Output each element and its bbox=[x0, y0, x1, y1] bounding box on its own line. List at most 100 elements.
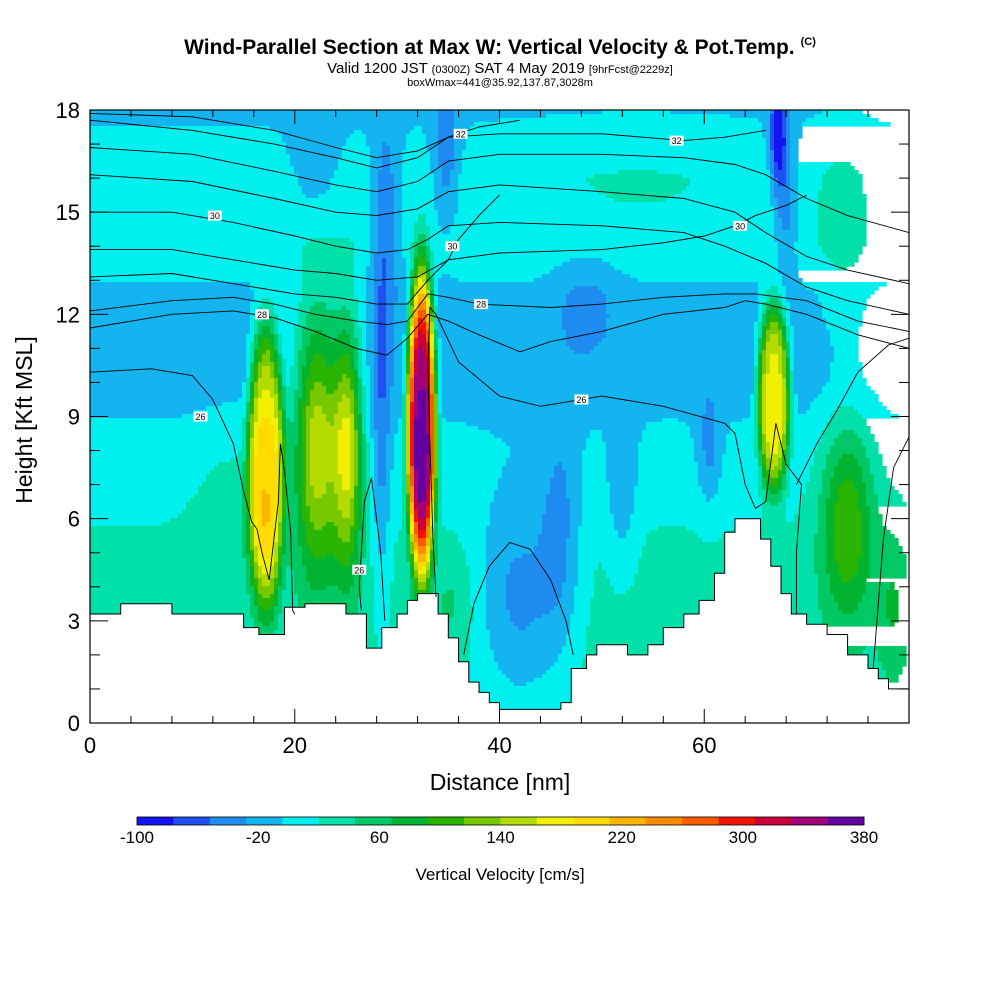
field-cell bbox=[358, 478, 363, 483]
field-cell bbox=[358, 378, 363, 383]
field-cell bbox=[830, 586, 867, 591]
field-cell bbox=[354, 266, 367, 271]
field-cell bbox=[782, 330, 787, 335]
field-cell bbox=[602, 338, 755, 343]
field-cell bbox=[818, 498, 827, 503]
field-cell bbox=[602, 430, 643, 435]
field-cell bbox=[826, 322, 863, 327]
field-cell bbox=[406, 282, 411, 287]
field-cell bbox=[306, 498, 339, 503]
field-cell bbox=[498, 662, 555, 667]
field-cell bbox=[298, 306, 311, 311]
field-cell bbox=[798, 398, 815, 403]
field-cell bbox=[286, 482, 295, 487]
field-cell bbox=[402, 390, 407, 395]
field-cell bbox=[90, 370, 247, 375]
field-cell bbox=[282, 442, 287, 447]
field-cell bbox=[282, 370, 287, 375]
field-cell bbox=[706, 454, 715, 459]
field-cell bbox=[254, 438, 259, 443]
field-cell bbox=[702, 442, 715, 447]
field-cell bbox=[610, 490, 635, 495]
field-cell bbox=[438, 338, 443, 343]
field-cell bbox=[426, 306, 431, 311]
field-cell bbox=[862, 542, 871, 547]
field-cell bbox=[842, 578, 851, 583]
field-cell bbox=[206, 478, 243, 483]
field-cell bbox=[438, 326, 563, 331]
field-cell bbox=[254, 470, 279, 475]
field-cell bbox=[786, 434, 791, 439]
field-cell bbox=[730, 114, 771, 119]
field-cell bbox=[350, 526, 359, 531]
field-cell bbox=[370, 218, 379, 223]
field-cell bbox=[706, 462, 715, 467]
field-cell bbox=[438, 554, 467, 559]
field-cell bbox=[702, 418, 715, 423]
field-cell bbox=[286, 518, 299, 523]
field-cell bbox=[418, 250, 427, 255]
field-cell bbox=[430, 342, 435, 347]
field-cell bbox=[378, 542, 387, 547]
field-cell bbox=[378, 470, 387, 475]
field-cell bbox=[754, 358, 759, 363]
field-cell bbox=[258, 430, 275, 435]
field-cell bbox=[374, 398, 391, 403]
field-cell bbox=[378, 194, 395, 199]
field-cell bbox=[762, 458, 767, 463]
field-cell bbox=[766, 158, 771, 163]
field-cell bbox=[374, 378, 379, 383]
field-cell bbox=[474, 606, 487, 611]
field-cell bbox=[390, 602, 415, 607]
field-cell bbox=[374, 466, 379, 471]
field-cell bbox=[378, 338, 387, 343]
field-cell bbox=[366, 282, 375, 287]
field-cell bbox=[766, 154, 771, 159]
field-cell bbox=[314, 494, 323, 499]
field-cell bbox=[786, 418, 791, 423]
field-cell bbox=[786, 170, 791, 175]
field-cell bbox=[306, 474, 311, 479]
field-cell bbox=[258, 338, 263, 343]
field-cell bbox=[322, 526, 339, 531]
field-cell bbox=[426, 262, 431, 267]
field-cell bbox=[694, 438, 703, 443]
field-cell bbox=[90, 578, 247, 583]
field-cell bbox=[438, 534, 459, 539]
field-cell bbox=[430, 482, 435, 487]
field-cell bbox=[426, 414, 431, 419]
field-cell bbox=[722, 534, 815, 539]
field-cell bbox=[282, 598, 299, 603]
field-cell bbox=[782, 278, 803, 283]
field-cell bbox=[566, 334, 607, 339]
field-cell bbox=[586, 438, 603, 443]
field-cell bbox=[442, 406, 707, 411]
field-cell bbox=[274, 446, 279, 451]
field-cell bbox=[778, 314, 783, 319]
field-cell bbox=[374, 574, 395, 579]
field-cell bbox=[254, 574, 259, 579]
field-cell bbox=[370, 242, 379, 247]
field-cell bbox=[798, 198, 819, 203]
field-cell bbox=[90, 186, 303, 191]
field-cell bbox=[410, 490, 415, 495]
field-cell bbox=[878, 498, 903, 503]
field-cell bbox=[354, 418, 359, 423]
field-cell bbox=[278, 370, 283, 375]
field-cell bbox=[606, 442, 639, 447]
field-cell bbox=[274, 374, 279, 379]
field-cell bbox=[326, 586, 339, 591]
field-cell bbox=[406, 506, 411, 511]
field-cell bbox=[830, 494, 839, 499]
field-cell bbox=[374, 602, 391, 607]
field-cell bbox=[258, 598, 275, 603]
field-cell bbox=[370, 498, 375, 503]
field-cell bbox=[822, 250, 863, 255]
field-cell bbox=[770, 338, 779, 343]
field-cell bbox=[430, 382, 435, 387]
field-cell bbox=[790, 174, 799, 179]
field-cell bbox=[782, 294, 787, 299]
field-cell bbox=[246, 538, 251, 543]
field-cell bbox=[858, 506, 871, 511]
field-cell bbox=[870, 558, 907, 563]
